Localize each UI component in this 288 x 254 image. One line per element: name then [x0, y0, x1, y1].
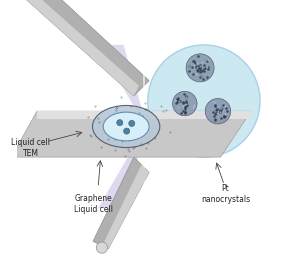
Polygon shape [37, 112, 251, 119]
Circle shape [96, 242, 107, 253]
Circle shape [117, 120, 123, 126]
Polygon shape [98, 132, 145, 208]
Text: Pt
nanocrystals: Pt nanocrystals [201, 183, 250, 203]
Circle shape [205, 99, 231, 124]
Text: Liquid cell
TEM: Liquid cell TEM [11, 138, 50, 157]
Polygon shape [93, 157, 149, 249]
Polygon shape [12, 0, 139, 97]
Ellipse shape [103, 113, 149, 141]
Text: Graphene
Liquid cell: Graphene Liquid cell [73, 194, 113, 213]
Polygon shape [98, 46, 145, 122]
Circle shape [186, 55, 214, 83]
Circle shape [129, 121, 135, 127]
Polygon shape [12, 112, 251, 157]
Polygon shape [103, 165, 149, 249]
Circle shape [124, 129, 130, 135]
Circle shape [148, 46, 260, 157]
Ellipse shape [92, 106, 160, 148]
Polygon shape [12, 0, 149, 97]
Circle shape [173, 92, 197, 116]
